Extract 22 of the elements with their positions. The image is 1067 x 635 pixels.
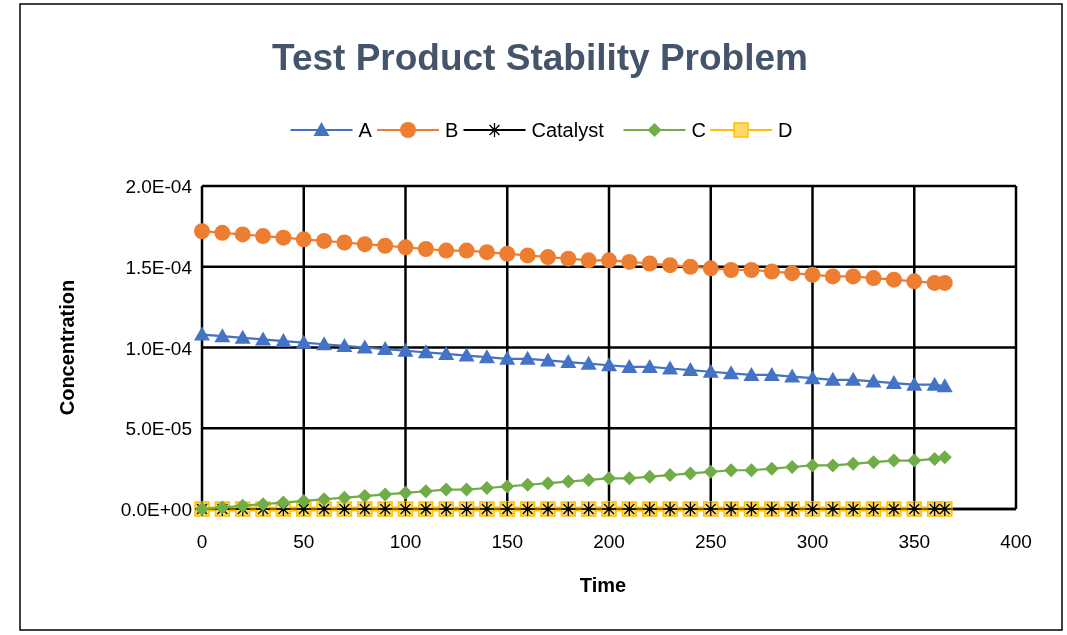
x-tick-label: 300 [796, 531, 829, 552]
x-tick-label: 150 [491, 531, 524, 552]
x-tick-label: 100 [389, 531, 422, 552]
x-tick-label: 200 [593, 531, 625, 552]
y-tick-label: 5.0E-05 [125, 418, 192, 440]
x-tick-label: 400 [1000, 531, 1032, 552]
legend-label: B [445, 119, 459, 141]
legend-label: C [691, 119, 706, 141]
y-tick-label: 1.0E-04 [125, 337, 193, 359]
y-axis-title: Concentration [56, 279, 78, 416]
x-tick-label: 0 [196, 531, 208, 552]
y-tick-label: 1.5E-04 [125, 256, 193, 278]
legend-label: A [358, 119, 373, 141]
x-tick-label: 50 [293, 531, 315, 552]
chart-title: Test Product Stability Problem [272, 37, 808, 78]
y-tick-label: 2.0E-04 [125, 176, 193, 197]
x-tick-label: 250 [694, 531, 727, 552]
legend-label: Catalyst [531, 119, 605, 141]
y-tick-label: 0.0E+00 [120, 499, 192, 520]
x-tick-label: 350 [898, 531, 931, 552]
legend-label: D [778, 119, 793, 141]
x-axis-title: Time [579, 574, 627, 596]
